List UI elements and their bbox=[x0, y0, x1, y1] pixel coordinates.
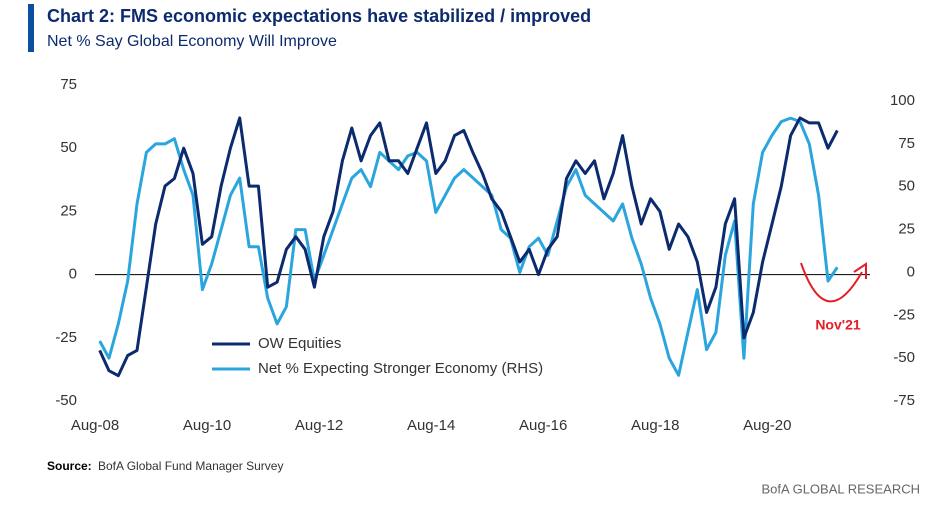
chart-title: Chart 2: FMS economic expectations have … bbox=[47, 6, 591, 26]
annotation-label: Nov'21 bbox=[815, 317, 861, 333]
line-series bbox=[98, 116, 839, 377]
y2-tick-label: -50 bbox=[893, 349, 915, 366]
x-tick-label: Aug-20 bbox=[743, 417, 791, 434]
y-tick-label: 75 bbox=[60, 76, 77, 93]
x-tick-label: Aug-16 bbox=[519, 417, 567, 434]
legend-label: Net % Expecting Stronger Economy (RHS) bbox=[258, 360, 543, 377]
source-label: Source: bbox=[47, 459, 92, 473]
legend-label: OW Equities bbox=[258, 335, 341, 352]
x-tick-label: Aug-14 bbox=[407, 417, 455, 434]
y-tick-label: 0 bbox=[69, 266, 77, 283]
x-tick-label: Aug-08 bbox=[71, 417, 119, 434]
source: BofA Global Fund Manager Survey bbox=[98, 459, 283, 473]
y-tick-label: -25 bbox=[55, 329, 77, 346]
x-tick-label: Aug-12 bbox=[295, 417, 343, 434]
annotation-arrowhead bbox=[853, 262, 867, 279]
y2-tick-label: 25 bbox=[898, 221, 915, 238]
chart-subtitle: Net % Say Global Economy Will Improve bbox=[47, 33, 337, 50]
y2-tick-label: 0 bbox=[907, 263, 915, 280]
y-tick-label: 50 bbox=[60, 139, 77, 156]
y2-tick-label: 75 bbox=[898, 135, 915, 152]
y-tick-label: 25 bbox=[60, 202, 77, 219]
line-series bbox=[98, 116, 839, 378]
x-tick-label: Aug-18 bbox=[631, 417, 679, 434]
x-tick-label: Aug-10 bbox=[183, 417, 231, 434]
y2-tick-label: 100 bbox=[890, 92, 915, 109]
y2-tick-label: 50 bbox=[898, 178, 915, 195]
y2-tick-label: -75 bbox=[893, 392, 915, 409]
y-tick-label: -50 bbox=[55, 392, 77, 409]
title-bar bbox=[28, 4, 34, 52]
y2-tick-label: -25 bbox=[893, 306, 915, 323]
branding: BofA GLOBAL RESEARCH bbox=[762, 481, 920, 496]
annotation-arc bbox=[800, 262, 863, 303]
